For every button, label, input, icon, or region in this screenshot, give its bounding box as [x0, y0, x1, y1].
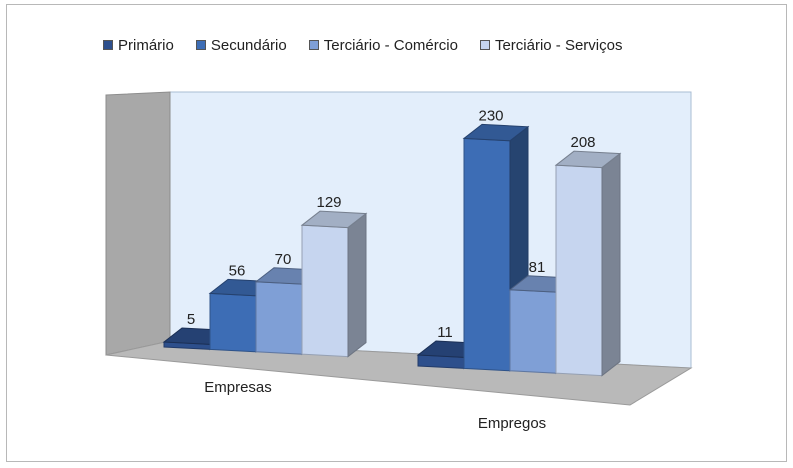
legend-item-secundario: Secundário — [195, 36, 287, 54]
category-label-1: Empregos — [478, 415, 546, 432]
data-label-1-1: 230 — [478, 107, 503, 124]
legend-label-terciario-servicos: Terciário - Serviços — [494, 36, 623, 54]
data-label-1-0: 11 — [437, 324, 453, 341]
legend-swatch-terciario-servicos — [479, 40, 490, 50]
legend-item-terciario-servicos: Terciário - Serviços — [479, 36, 623, 54]
data-label-0-2: 70 — [275, 251, 292, 268]
side-wall — [105, 91, 171, 356]
legend-swatch-terciario-comercio — [308, 40, 319, 50]
legend: Primário Secundário Terciário - Comércio… — [103, 35, 622, 55]
legend-label-primario: Primário — [118, 36, 174, 54]
legend-label-terciario-comercio: Terciário - Comércio — [323, 36, 458, 54]
data-label-0-3: 129 — [316, 194, 341, 211]
legend-swatch-primario — [103, 40, 113, 50]
bar-top-0-3 — [300, 210, 368, 229]
category-label-0: Empresas — [204, 379, 272, 396]
legend-swatch-secundario — [195, 40, 206, 50]
bar-side-0-3 — [347, 212, 367, 358]
bar-front-1-3 — [555, 164, 603, 377]
bar-top-1-1 — [462, 123, 530, 142]
data-label-1-2: 81 — [529, 259, 546, 276]
bar-front-0-3 — [301, 224, 349, 358]
bar-front-0-2 — [255, 281, 303, 355]
legend-item-primario: Primário — [103, 37, 174, 54]
data-label-0-0: 5 — [187, 311, 195, 328]
bar-top-1-3 — [554, 150, 622, 169]
legend-item-terciario-comercio: Terciário - Comércio — [308, 36, 458, 54]
data-label-0-1: 56 — [229, 262, 246, 279]
bar-front-1-2 — [509, 289, 557, 374]
bar-front-1-1 — [463, 137, 511, 372]
floor — [105, 340, 693, 406]
bar-side-1-3 — [601, 152, 621, 377]
legend-label-secundario: Secundário — [210, 36, 287, 54]
bar-front-0-1 — [209, 292, 257, 353]
data-label-1-3: 208 — [570, 134, 595, 151]
